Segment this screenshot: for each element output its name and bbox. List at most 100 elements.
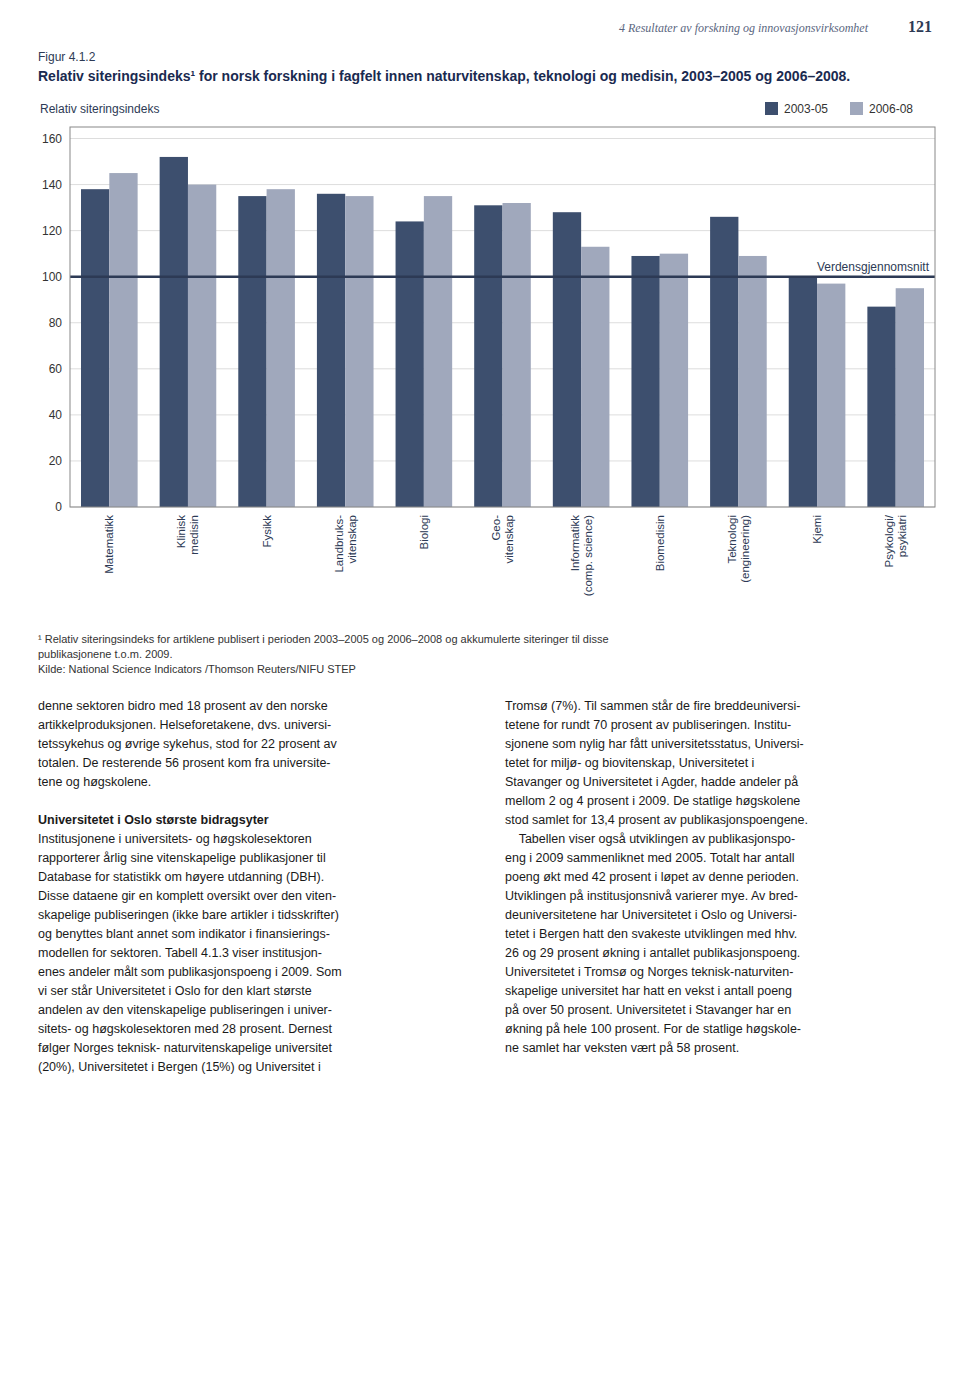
x-tick-label: Fysikk: [261, 515, 273, 548]
x-tick-label: Informatikk(comp. science): [569, 515, 594, 596]
body-line: Universitetet i Tromsø og Norges teknisk…: [505, 963, 932, 982]
bar: [660, 254, 688, 507]
paragraph: Universitetet i Oslo største bidragsyter…: [38, 811, 465, 1077]
bar: [424, 196, 452, 507]
bar: [817, 284, 845, 507]
figure-label: Figur 4.1.2: [38, 50, 932, 64]
body-line: Tabellen viser også utviklingen av publi…: [505, 830, 932, 849]
reference-line: [70, 275, 935, 278]
x-tick-label-line: Biologi: [418, 515, 430, 550]
bar: [345, 196, 373, 507]
body-line: skapelige universitet har hatt en vekst …: [505, 982, 932, 1001]
page: 4 Resultater av forskning og innovasjons…: [0, 0, 960, 1077]
body-line: sjonene som nylig har fått universitetss…: [505, 735, 932, 754]
x-tick-label: Kjemi: [811, 515, 823, 544]
body-line: ne samlet har veksten vært på 58 prosent…: [505, 1039, 932, 1058]
body-line: tetssykehus og øvrige sykehus, stod for …: [38, 735, 465, 754]
body-line: modellen for sektoren. Tabell 4.1.3 vise…: [38, 944, 465, 963]
plot-area: [70, 157, 935, 507]
footnotes: ¹ Relativ siteringsindeks for artiklene …: [38, 632, 932, 677]
body-line: Stavanger og Universitetet i Agder, hadd…: [505, 773, 932, 792]
body-line: tetet for miljø- og biovitenskap, Univer…: [505, 754, 932, 773]
y-tick-label: 40: [49, 408, 63, 422]
bar: [474, 205, 502, 507]
bar: [238, 196, 266, 507]
x-tick-label-line: Fysikk: [261, 515, 273, 548]
body-line: vi ser står Universitetet i Oslo for den…: [38, 982, 465, 1001]
legend-label: 2006-08: [869, 102, 913, 116]
x-tick-label-line: (comp. science): [582, 515, 594, 596]
y-tick-label: 160: [42, 132, 62, 146]
y-tick-label: 60: [49, 362, 63, 376]
x-tick-label-line: Biomedisin: [654, 515, 666, 571]
footnote: ¹ Relativ siteringsindeks for artiklene …: [38, 632, 932, 647]
bar: [188, 185, 216, 507]
body-line: tetet i Bergen hatt den svakeste utvikli…: [505, 925, 932, 944]
body-line: andelen av den vitenskapelige publiserin…: [38, 1001, 465, 1020]
x-tick-label: Landbruks-vitenskap: [333, 515, 358, 573]
page-head: 4 Resultater av forskning og innovasjons…: [38, 18, 932, 36]
source: Kilde: National Science Indicators /Thom…: [38, 662, 932, 677]
grid: [70, 139, 935, 507]
body-line: (20%), Universitetet i Bergen (15%) og U…: [38, 1058, 465, 1077]
chart-title: Relativ siteringsindeks¹ for norsk forsk…: [38, 67, 918, 85]
y-tick-label: 100: [42, 270, 62, 284]
body-line: skapelige publiseringen (ikke bare artik…: [38, 906, 465, 925]
legend-swatch: [850, 102, 863, 115]
bar: [896, 288, 924, 507]
x-tick-label: Geo-vitenskap: [490, 515, 515, 564]
body-heading: Universitetet i Oslo største bidragsyter: [38, 811, 465, 830]
body-line: Database for statistikk om høyere utdann…: [38, 868, 465, 887]
bar: [109, 173, 137, 507]
bar: [553, 212, 581, 507]
x-tick-label-line: Klinisk: [175, 515, 187, 548]
x-tick-label: Kliniskmedisin: [175, 515, 200, 555]
bar: [710, 217, 738, 507]
body-line: følger Norges teknisk- naturvitenskapeli…: [38, 1039, 465, 1058]
body-line: eng i 2009 sammenliknet med 2005. Totalt…: [505, 849, 932, 868]
bar: [789, 277, 817, 507]
y-axis-label: Relativ siteringsindeks: [40, 102, 159, 116]
body-line: deuniversitetene har Universitetet i Osl…: [505, 906, 932, 925]
y-tick-label: 0: [55, 500, 62, 514]
x-tick-label-line: Landbruks-: [333, 515, 345, 573]
body-line: Tromsø (7%). Til sammen står de fire bre…: [505, 697, 932, 716]
y-tick-label: 120: [42, 224, 62, 238]
x-tick-label-line: (engineering): [739, 515, 751, 583]
x-tick-label-line: vitenskap: [346, 515, 358, 564]
body-line: Disse dataene gir en komplett oversikt o…: [38, 887, 465, 906]
x-tick-label: Biomedisin: [654, 515, 666, 571]
bar: [503, 203, 531, 507]
x-tick-label-line: Psykologi/: [883, 514, 895, 567]
bar: [267, 189, 295, 507]
x-tick-label-line: medisin: [188, 515, 200, 555]
x-tick-label-line: Kjemi: [811, 515, 823, 544]
body-line: poeng økt med 42 prosent i løpet av denn…: [505, 868, 932, 887]
body-line: totalen. De resterende 56 prosent kom fr…: [38, 754, 465, 773]
body-line: tene og høgskolene.: [38, 773, 465, 792]
x-tick-label: Teknologi(engineering): [726, 515, 751, 583]
body-line: økning på hele 100 prosent. For de statl…: [505, 1020, 932, 1039]
bar: [631, 256, 659, 507]
bar: [581, 247, 609, 507]
footnote: publikasjonene t.o.m. 2009.: [38, 647, 932, 662]
bar: [738, 256, 766, 507]
body-line: og benyttes blant annet som indikator i …: [38, 925, 465, 944]
x-tick-label-line: psykiatri: [896, 515, 908, 557]
y-tick-label: 140: [42, 178, 62, 192]
legend-swatch: [765, 102, 778, 115]
page-header: 4 Resultater av forskning og innovasjons…: [619, 21, 868, 36]
x-tick-label-line: Matematikk: [103, 515, 115, 574]
paragraph: Tromsø (7%). Til sammen står de fire bre…: [505, 697, 932, 1058]
body-line: tetene for rundt 70 prosent av publiseri…: [505, 716, 932, 735]
x-tick-label: Biologi: [418, 515, 430, 550]
y-tick-label: 80: [49, 316, 63, 330]
body-line: Institusjonene i universitets- og høgsko…: [38, 830, 465, 849]
body-line: denne sektoren bidro med 18 prosent av d…: [38, 697, 465, 716]
body-line: på over 50 prosent. Universitetet i Stav…: [505, 1001, 932, 1020]
body-line: rapporterer årlig sine vitenskapelige pu…: [38, 849, 465, 868]
x-tick-label: Matematikk: [103, 515, 115, 574]
body-line: mellom 2 og 4 prosent i 2009. De statlig…: [505, 792, 932, 811]
y-tick-label: 20: [49, 454, 63, 468]
body-line: artikkelproduksjonen. Helseforetakene, d…: [38, 716, 465, 735]
